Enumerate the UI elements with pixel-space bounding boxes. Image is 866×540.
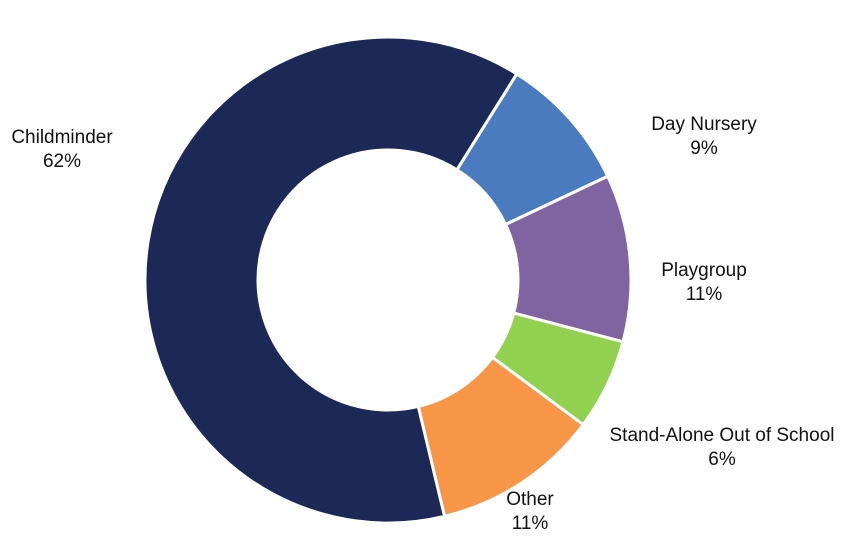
slice-label: Playgroup [661, 260, 747, 281]
slice-value: 11% [686, 284, 723, 305]
donut-slice [143, 35, 519, 525]
slice-value: 62% [43, 151, 81, 172]
slice-value: 6% [708, 449, 736, 470]
slice-value: 9% [690, 138, 718, 159]
slice-label: Day Nursery [651, 114, 757, 135]
slice-label: Other [506, 489, 554, 510]
slice-label: Stand-Alone Out of School [610, 425, 835, 446]
slice-label: Childminder [11, 127, 113, 148]
slice-value: 11% [512, 513, 549, 534]
